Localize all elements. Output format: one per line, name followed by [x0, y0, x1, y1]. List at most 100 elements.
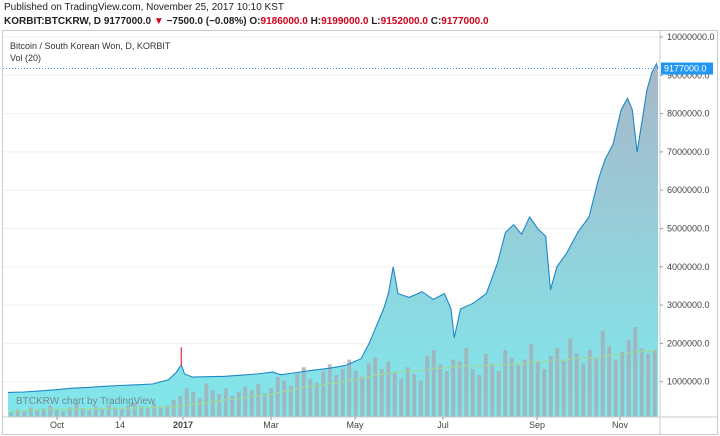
- y-tick-label: 9000000.0: [667, 70, 710, 80]
- chart-legend: Bitcoin / South Korean Won, D, KORBIT Vo…: [10, 40, 170, 64]
- volume-bar: [470, 369, 475, 417]
- last-price-badge: [661, 62, 713, 75]
- volume-bar: [308, 378, 313, 417]
- volume-bar: [22, 411, 27, 417]
- volume-bar: [321, 371, 326, 417]
- low-value: 9152000.0: [380, 16, 428, 27]
- x-tick-label: May: [346, 420, 364, 430]
- volume-bar: [522, 359, 527, 417]
- volume-bar: [158, 407, 163, 417]
- change-value: −7500.0 (−0.08%): [166, 16, 247, 27]
- volume-bar: [373, 357, 378, 417]
- volume-bar: [405, 367, 410, 417]
- volume-bar: [555, 348, 560, 417]
- x-tick-label: 2017: [173, 420, 193, 430]
- y-tick-label: 7000000.0: [667, 147, 710, 157]
- volume-bar: [282, 380, 287, 417]
- volume-bar: [243, 386, 248, 417]
- volume-bar: [93, 406, 98, 417]
- low-label: L:: [371, 16, 381, 27]
- open-value: 9186000.0: [260, 16, 308, 27]
- volume-bar: [483, 353, 488, 417]
- volume-bar: [477, 374, 482, 417]
- high-value: 9199000.0: [321, 16, 369, 27]
- volume-bar: [347, 359, 352, 417]
- volume-bar: [197, 397, 202, 417]
- volume-bar: [132, 402, 137, 417]
- y-tick-label: 10000000.0: [667, 32, 715, 42]
- volume-bar: [256, 384, 261, 417]
- y-tick-label: 4000000.0: [667, 262, 710, 272]
- volume-bar: [54, 409, 59, 417]
- volume-bar: [366, 363, 371, 417]
- volume-bar: [607, 346, 612, 417]
- volume-bar: [568, 338, 573, 417]
- volume-bar: [61, 411, 66, 417]
- published-line: Published on TradingView.com, November 2…: [4, 2, 284, 13]
- volume-ma-line: [11, 349, 655, 413]
- price-area: [8, 63, 658, 418]
- volume-bar: [438, 364, 443, 417]
- volume-bar: [41, 408, 46, 417]
- tradingview-watermark: BTCKRW chart by TradingView: [16, 396, 156, 407]
- volume-bar: [314, 382, 319, 417]
- volume-bar: [587, 350, 592, 417]
- volume-bar: [119, 408, 124, 417]
- volume-bar: [249, 390, 254, 417]
- volume-bar: [269, 388, 274, 417]
- volume-bar: [126, 405, 131, 417]
- volume-bar: [35, 410, 40, 417]
- volume-bar: [171, 399, 176, 417]
- volume-bar: [210, 390, 215, 417]
- volume-bar: [646, 353, 651, 417]
- volume-bar: [145, 408, 150, 417]
- volume-bar: [425, 355, 430, 417]
- volume-bar: [360, 376, 365, 417]
- y-tick-label: 6000000.0: [667, 185, 710, 195]
- volume-bar: [67, 407, 72, 417]
- chart-frame[interactable]: [2, 30, 718, 435]
- volume-bar: [594, 357, 599, 417]
- volume-bar: [327, 364, 332, 417]
- x-tick-label: Jul: [437, 420, 449, 430]
- volume-bar: [87, 410, 92, 417]
- volume-bar: [113, 407, 118, 417]
- volume-bar: [548, 355, 553, 417]
- volume-bar: [496, 371, 501, 417]
- legend-title: Bitcoin / South Korean Won, D, KORBIT: [10, 41, 171, 51]
- legend-volume: Vol (20): [10, 53, 42, 63]
- volume-bar: [620, 351, 625, 417]
- volume-bar: [529, 344, 534, 417]
- close-value: 9177000.0: [441, 16, 489, 27]
- price-value: 9177000.0: [103, 16, 152, 27]
- y-tick-label: 1000000.0: [667, 377, 710, 387]
- volume-bar: [28, 407, 33, 417]
- down-arrow-icon: ▼: [153, 16, 164, 27]
- volume-bar: [106, 404, 111, 417]
- volume-bar: [464, 348, 469, 417]
- volume-bar: [451, 359, 456, 417]
- volume-bar: [165, 405, 170, 417]
- volume-bar: [418, 380, 423, 417]
- volume-bar: [9, 412, 14, 417]
- volume-bar: [275, 376, 280, 417]
- volume-bar: [301, 367, 306, 417]
- volume-bar: [204, 383, 209, 417]
- volume-bar: [236, 392, 241, 417]
- volume-bar: [561, 359, 566, 417]
- volume-bar: [509, 357, 514, 417]
- volume-bar: [626, 340, 631, 417]
- close-label: C:: [430, 16, 442, 27]
- volume-bar: [353, 371, 358, 417]
- volume-bar: [542, 369, 547, 417]
- volume-bar: [340, 369, 345, 417]
- volume-bar: [444, 371, 449, 417]
- volume-bar: [490, 363, 495, 417]
- volume-bar: [295, 373, 300, 417]
- volume-bar: [652, 350, 657, 417]
- volume-bar: [392, 373, 397, 417]
- volume-bar: [399, 378, 404, 417]
- x-tick-label: Mar: [263, 420, 279, 430]
- volume-bar: [600, 330, 605, 417]
